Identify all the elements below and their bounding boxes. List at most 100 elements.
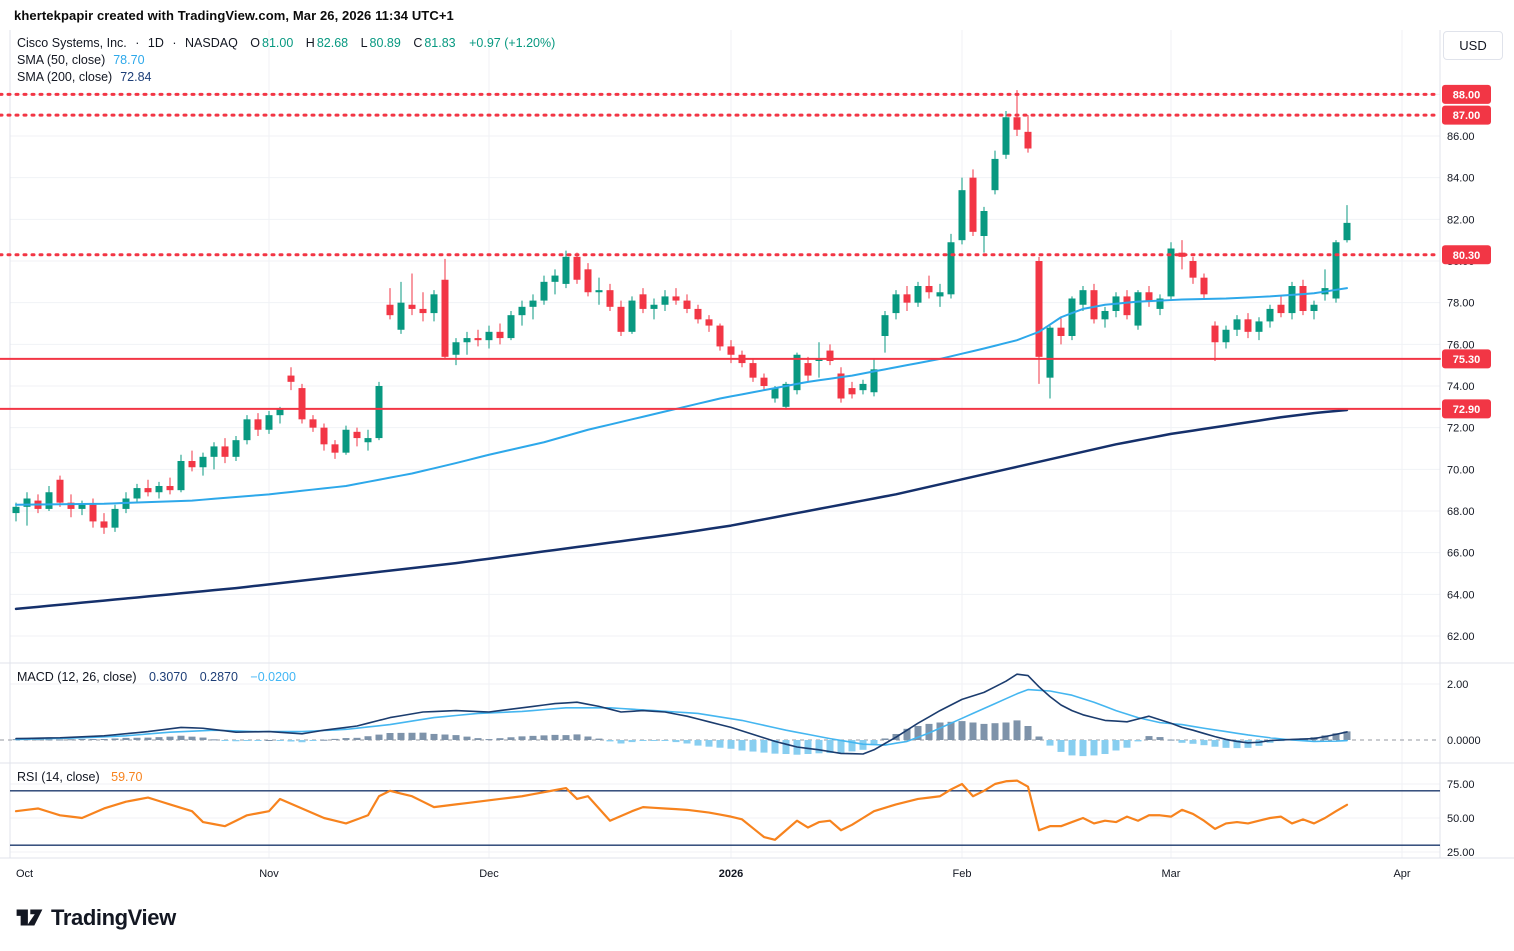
macd-histogram-bar bbox=[298, 740, 306, 743]
price-axis-label: 82.00 bbox=[1447, 214, 1475, 226]
macd-histogram-bar bbox=[683, 740, 691, 744]
macd-histogram-bar bbox=[1112, 740, 1120, 751]
month-label: Oct bbox=[16, 868, 33, 880]
macd-axis-label: 2.00 bbox=[1447, 679, 1468, 691]
price-level-badge-text: 72.90 bbox=[1453, 404, 1481, 416]
candle bbox=[265, 415, 273, 430]
candle bbox=[826, 350, 834, 361]
candle bbox=[573, 256, 581, 280]
price-axis-label: 76.00 bbox=[1447, 339, 1475, 351]
sma200-value: 72.84 bbox=[120, 70, 152, 84]
macd-histogram-bar bbox=[1145, 736, 1153, 740]
candle bbox=[177, 460, 185, 491]
candle bbox=[1101, 310, 1109, 320]
macd-histogram-bar bbox=[782, 740, 790, 754]
candle bbox=[1156, 298, 1164, 309]
rsi-label: RSI (14, close) bbox=[17, 770, 100, 784]
separator-dot: · bbox=[135, 36, 140, 50]
macd-histogram-bar bbox=[749, 740, 757, 752]
tradingview-logo[interactable]: TradingView bbox=[15, 903, 176, 932]
price-axis-label: 86.00 bbox=[1447, 131, 1475, 143]
candle bbox=[1145, 292, 1153, 301]
macd-histogram-bar bbox=[254, 740, 262, 741]
macd-signal-value: −0.0200 bbox=[250, 670, 296, 684]
macd-histogram-bar bbox=[804, 740, 812, 754]
macd-legend[interactable]: MACD (12, 26, close) 0.3070 0.2870 −0.02… bbox=[17, 670, 296, 684]
chart-canvas[interactable]: Oct Nov Dec 2026 Feb Mar Apr 88.00 86.00 84.00 82.… bbox=[0, 0, 1514, 900]
candle bbox=[1266, 308, 1274, 322]
macd-histogram-bar bbox=[232, 740, 240, 742]
candle bbox=[881, 315, 889, 336]
candle bbox=[628, 300, 636, 332]
candle bbox=[903, 294, 911, 303]
candle bbox=[1123, 296, 1131, 316]
macd-histogram-bar bbox=[815, 740, 823, 754]
macd-histogram-bar bbox=[562, 735, 570, 740]
macd-histogram-bar bbox=[188, 736, 196, 740]
macd-histogram-bar bbox=[639, 740, 647, 741]
candle bbox=[892, 294, 900, 314]
candle bbox=[287, 375, 295, 382]
candle bbox=[804, 363, 812, 376]
macd-histogram-bar bbox=[1046, 740, 1054, 746]
price-level-badge-text: 88.00 bbox=[1453, 89, 1481, 101]
macd-histogram-bar bbox=[1211, 740, 1219, 747]
candle bbox=[1189, 261, 1197, 278]
macd-histogram-bar bbox=[1068, 740, 1076, 756]
candle bbox=[870, 369, 878, 393]
candle bbox=[463, 338, 471, 343]
candle bbox=[45, 492, 53, 509]
month-label: Dec bbox=[479, 868, 499, 880]
candle bbox=[496, 331, 504, 339]
candle bbox=[507, 315, 515, 339]
macd-histogram-bar bbox=[1123, 740, 1131, 748]
candle bbox=[980, 211, 988, 237]
candle bbox=[859, 383, 867, 391]
macd-histogram-bar bbox=[353, 737, 361, 740]
sma50-line bbox=[15, 287, 1348, 506]
candle bbox=[969, 177, 977, 232]
price-axis-label: 74.00 bbox=[1447, 381, 1475, 393]
candle bbox=[584, 269, 592, 293]
rsi-legend[interactable]: RSI (14, close) 59.70 bbox=[17, 770, 142, 784]
macd-histogram-bar bbox=[331, 738, 339, 740]
macd-histogram-bar bbox=[309, 740, 317, 741]
price-axis-label: 68.00 bbox=[1447, 506, 1475, 518]
candle bbox=[749, 363, 757, 378]
macd-histogram-bar bbox=[386, 733, 394, 740]
price-axis-label: 66.00 bbox=[1447, 548, 1475, 560]
tradingview-icon bbox=[16, 909, 43, 926]
price-level-badge-text: 75.30 bbox=[1453, 354, 1481, 366]
currency-button[interactable]: USD bbox=[1443, 31, 1503, 60]
macd-histogram-bar bbox=[914, 726, 922, 740]
macd-histogram-bar bbox=[595, 738, 603, 740]
sma50-legend[interactable]: SMA (50, close) 78.70 bbox=[17, 53, 145, 67]
candle bbox=[408, 304, 416, 309]
macd-histogram-bar bbox=[1266, 740, 1274, 743]
rsi-axis-label: 50.00 bbox=[1447, 813, 1475, 825]
rsi-line bbox=[14, 779, 1349, 841]
macd-histogram-bar bbox=[408, 732, 416, 740]
sma200-legend[interactable]: SMA (200, close) 72.84 bbox=[17, 70, 151, 84]
sma200-label: SMA (200, close) bbox=[17, 70, 113, 84]
macd-histogram-bar bbox=[265, 740, 273, 741]
macd-histogram-bar bbox=[122, 737, 130, 740]
price-level-badge bbox=[1442, 84, 1491, 104]
month-label: Nov bbox=[259, 868, 279, 880]
candle bbox=[1046, 327, 1054, 378]
price-level-badge-text: 87.00 bbox=[1453, 110, 1481, 122]
macd-histogram-bar bbox=[991, 723, 999, 740]
macd-histogram-bar bbox=[1222, 740, 1230, 748]
macd-histogram-bar bbox=[199, 737, 207, 740]
macd-histogram-bar bbox=[144, 737, 152, 740]
interval[interactable]: 1D bbox=[147, 36, 164, 50]
candle bbox=[485, 331, 493, 341]
macd-histogram-bar bbox=[1343, 731, 1351, 740]
candle bbox=[925, 285, 933, 293]
macd-histogram-bar bbox=[1090, 740, 1098, 756]
macd-line-value: 0.2870 bbox=[199, 670, 238, 684]
symbol-name[interactable]: Cisco Systems, Inc. bbox=[17, 36, 127, 50]
candle bbox=[1310, 304, 1318, 311]
candle bbox=[375, 385, 383, 439]
candle bbox=[188, 460, 196, 468]
